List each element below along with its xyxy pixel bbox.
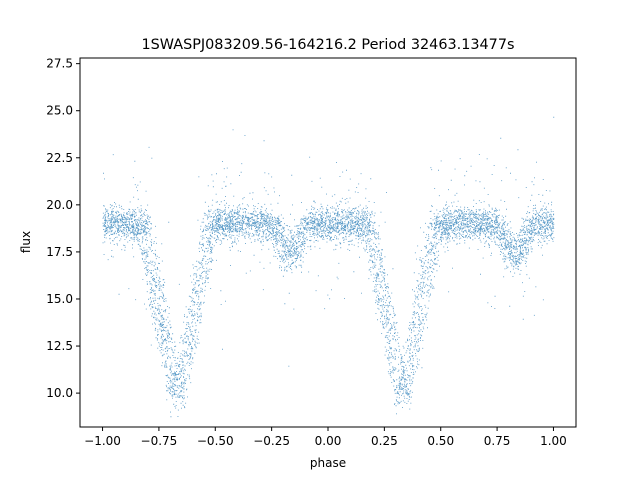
- y-tick-label: 27.5: [46, 57, 73, 71]
- x-tick-label: 0.75: [484, 434, 511, 448]
- y-tick-label: 15.0: [46, 292, 73, 306]
- y-axis-title: flux: [19, 231, 33, 253]
- y-axis: 10.0 12.5 15.0 17.5 20.0 22.5 25.0 27.5: [46, 57, 80, 400]
- chart-title: 1SWASPJ083209.56-164216.2 Period 32463.1…: [142, 37, 515, 53]
- x-tick-label: −0.75: [141, 434, 178, 448]
- x-tick-label: 0.25: [371, 434, 398, 448]
- y-tick-label: 22.5: [46, 151, 73, 165]
- x-tick-label: −1.00: [84, 434, 121, 448]
- x-axis-title: phase: [310, 456, 346, 470]
- y-tick-label: 10.0: [46, 386, 73, 400]
- x-tick-label: 0.50: [427, 434, 454, 448]
- y-tick-label: 12.5: [46, 339, 73, 353]
- x-tick-label: 1.00: [540, 434, 567, 448]
- y-tick-label: 17.5: [46, 245, 73, 259]
- x-tick-label: −0.50: [197, 434, 234, 448]
- x-tick-label: −0.25: [253, 434, 290, 448]
- y-tick-label: 20.0: [46, 198, 73, 212]
- y-tick-label: 25.0: [46, 104, 73, 118]
- x-tick-label: 0.00: [315, 434, 342, 448]
- x-axis: −1.00 −0.75 −0.50 −0.25 0.00 0.25 0.50 0.75 1.00: [84, 427, 567, 448]
